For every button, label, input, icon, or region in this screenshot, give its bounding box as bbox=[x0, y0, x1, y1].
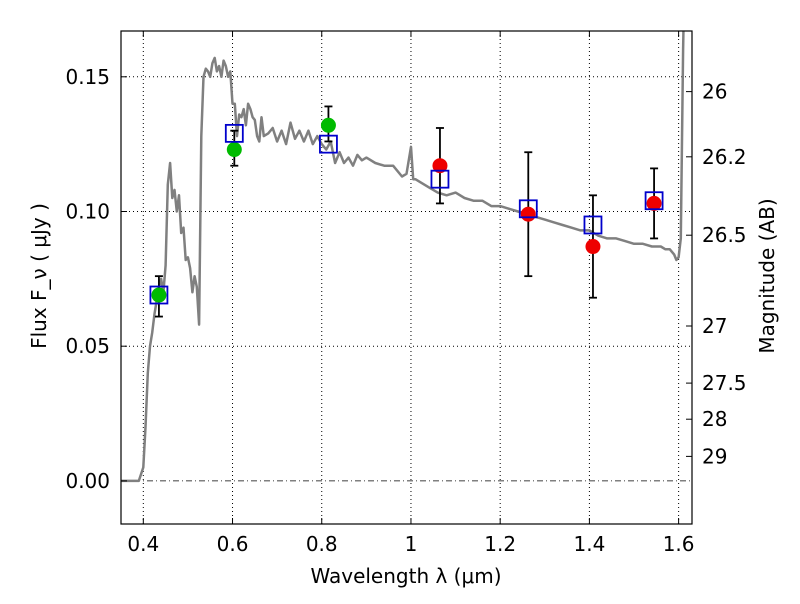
model-photometry-square bbox=[319, 134, 338, 154]
observed-point bbox=[520, 206, 536, 222]
error-bars bbox=[154, 105, 659, 318]
observed-point bbox=[320, 117, 336, 133]
model-photometry-square bbox=[644, 191, 664, 211]
right-tick-label: 26 bbox=[702, 80, 727, 104]
model-photometry-square bbox=[149, 285, 169, 305]
y-tick-label: 0.00 bbox=[65, 469, 110, 493]
x-tick-label: 1 bbox=[405, 532, 418, 556]
observed-point bbox=[646, 195, 662, 211]
model-spectrum bbox=[121, 31, 685, 483]
model-photometry-square bbox=[518, 199, 538, 219]
y-axis-ticks: 0.00 0.05 0.10 0.15 bbox=[65, 65, 127, 493]
model-photometry-square bbox=[430, 169, 450, 189]
model-spectrum-line bbox=[121, 31, 685, 483]
observed-point bbox=[585, 239, 601, 255]
model-photometry-square bbox=[224, 123, 244, 143]
right-tick-label: 26.2 bbox=[702, 145, 747, 169]
model-photometry-square bbox=[583, 215, 603, 235]
observed-point bbox=[432, 158, 448, 174]
plot-frame bbox=[120, 30, 693, 525]
right-tick-label: 28 bbox=[702, 407, 727, 431]
x-tick-label: 0.6 bbox=[217, 532, 249, 556]
x-tick-label: 1.2 bbox=[484, 532, 516, 556]
right-axis-ticks: 26 26.2 26.5 27 27.5 28 29 bbox=[686, 80, 747, 468]
x-tick-label: 1.4 bbox=[573, 532, 605, 556]
right-tick-label: 27.5 bbox=[702, 371, 747, 395]
x-axis-label: Wavelength λ (μm) bbox=[310, 564, 501, 588]
right-axis-label: Magnitude (AB) bbox=[755, 198, 779, 353]
right-tick-label: 26.5 bbox=[702, 223, 747, 247]
x-axis-ticks: 0.4 0.6 0.8 1 1.2 1.4 1.6 bbox=[127, 31, 695, 556]
y-tick-label: 0.10 bbox=[65, 199, 110, 223]
model-photometry-points bbox=[149, 123, 664, 305]
observed-point bbox=[226, 142, 242, 158]
x-tick-label: 0.4 bbox=[127, 532, 159, 556]
x-tick-label: 0.8 bbox=[306, 532, 338, 556]
y-axis-label: Flux F_ν ( μJy ) bbox=[27, 203, 51, 349]
x-tick-label: 1.6 bbox=[663, 532, 695, 556]
observed-points bbox=[151, 117, 662, 303]
observed-point bbox=[151, 287, 167, 303]
grid-lines bbox=[121, 31, 692, 524]
y-tick-label: 0.05 bbox=[65, 334, 110, 358]
right-tick-label: 27 bbox=[702, 314, 727, 338]
right-tick-label: 29 bbox=[702, 444, 727, 468]
y-tick-label: 0.15 bbox=[65, 65, 110, 89]
axes-frame bbox=[120, 30, 693, 525]
